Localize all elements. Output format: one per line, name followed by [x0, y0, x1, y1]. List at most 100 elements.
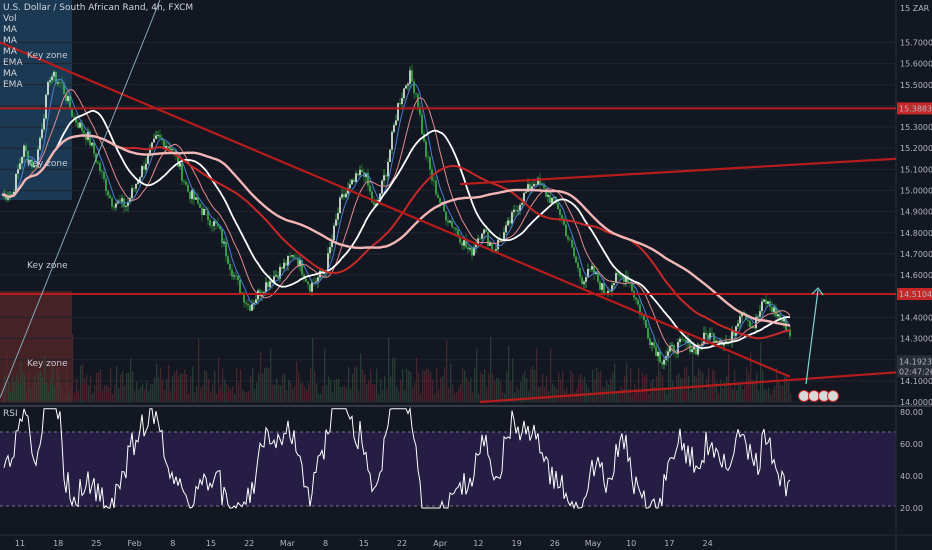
- volume-bar: [490, 336, 492, 402]
- candle-body: [639, 304, 641, 315]
- candle-body: [747, 319, 749, 321]
- candle-body: [545, 188, 547, 197]
- candle-body: [237, 275, 239, 280]
- candle-body: [499, 239, 501, 241]
- candle-body: [191, 190, 193, 199]
- candle-body: [229, 264, 231, 270]
- volume-bar: [100, 368, 102, 402]
- volume-bar: [70, 388, 72, 402]
- candle-body: [357, 173, 359, 176]
- candle-body: [213, 221, 215, 227]
- key-zone-label: Key zone: [27, 261, 68, 271]
- time-tick: 24: [703, 539, 713, 548]
- candle-body: [341, 194, 343, 198]
- volume-bar: [720, 379, 722, 402]
- candle-body: [265, 282, 267, 293]
- candle-body: [291, 255, 293, 257]
- indicator-ema-1[interactable]: EMA: [3, 58, 23, 68]
- candle-body: [223, 241, 225, 244]
- volume-bar: [522, 374, 524, 402]
- candle-body: [391, 131, 393, 150]
- indicator-ma-3[interactable]: MA: [3, 47, 17, 57]
- time-tick: 22: [244, 539, 254, 548]
- volume-bar: [94, 384, 96, 402]
- candle-body: [471, 248, 473, 256]
- candle-body: [133, 188, 135, 190]
- volume-bar: [294, 385, 296, 402]
- price-tick: 14.10000: [900, 377, 932, 386]
- volume-bar: [552, 383, 554, 402]
- candle-body: [169, 146, 171, 151]
- volume-bar: [128, 373, 130, 402]
- indicator-ma-1[interactable]: MA: [3, 25, 17, 35]
- candle-body: [69, 96, 71, 109]
- volume-bar: [328, 376, 330, 402]
- volume-bar: [172, 375, 174, 402]
- volume-bar: [508, 345, 510, 402]
- candle-body: [609, 290, 611, 292]
- price-tag-label: 14.51044: [899, 290, 932, 299]
- indicator-ma-4[interactable]: MA: [3, 69, 17, 79]
- candle-body: [29, 160, 31, 162]
- volume-bar: [628, 388, 630, 402]
- candle-body: [507, 220, 509, 226]
- candle-body: [465, 240, 467, 248]
- candle-body: [249, 305, 251, 311]
- volume-bar: [710, 386, 712, 402]
- candle-body: [531, 186, 533, 191]
- candle-body: [459, 235, 461, 243]
- volume-bar: [722, 388, 724, 402]
- volume-bar: [142, 384, 144, 402]
- candle-body: [359, 169, 361, 176]
- candle-body: [215, 221, 217, 224]
- candle-body: [533, 184, 535, 187]
- volume-bar: [438, 389, 440, 402]
- candle-body: [401, 98, 403, 105]
- candle-body: [279, 266, 281, 279]
- candle-body: [505, 225, 507, 233]
- event-markers[interactable]: [798, 390, 839, 402]
- volume-bar: [248, 390, 250, 402]
- candle-body: [329, 247, 331, 254]
- volume-bar: [408, 370, 410, 402]
- candle-body: [593, 265, 595, 275]
- symbol-title[interactable]: U.S. Dollar / South African Rand, 4h, FX…: [3, 3, 194, 13]
- volume-bar: [50, 379, 52, 402]
- volume-bar: [704, 390, 706, 402]
- volume-bar: [360, 353, 362, 402]
- indicator-vol[interactable]: Vol: [3, 14, 17, 24]
- volume-bar: [476, 348, 478, 402]
- candle-body: [663, 359, 665, 365]
- zone-labels: Key zone Key zone Key zone Key zone: [27, 51, 68, 369]
- indicator-ema-2[interactable]: EMA: [3, 80, 23, 90]
- volume-bar: [746, 367, 748, 402]
- volume-bar: [184, 369, 186, 402]
- candle-body: [515, 209, 517, 211]
- volume-bar: [174, 371, 176, 402]
- candle-body: [201, 207, 203, 216]
- candle-body: [675, 352, 677, 354]
- candle-body: [317, 277, 319, 282]
- volume-bar: [614, 363, 616, 402]
- candle-body: [573, 247, 575, 257]
- time-tick: 11: [15, 539, 25, 548]
- candle-body: [761, 301, 763, 312]
- volume-bar: [6, 350, 8, 402]
- volume-bar: [52, 366, 54, 402]
- candle-body: [7, 197, 9, 200]
- volume-bar: [698, 368, 700, 402]
- candle-body: [453, 227, 455, 229]
- candle-body: [779, 314, 781, 320]
- candle-body: [247, 303, 249, 306]
- indicator-ma-2[interactable]: MA: [3, 36, 17, 46]
- price-unit-label: 15 ZAR 30: [900, 4, 932, 13]
- candle-body: [49, 80, 51, 82]
- candle-body: [415, 93, 417, 95]
- volume-bar: [340, 387, 342, 402]
- volume-bar: [776, 367, 778, 402]
- volume-bar: [194, 392, 196, 402]
- candle-body: [13, 191, 15, 195]
- candle-body: [157, 135, 159, 136]
- ma-fast: [1, 78, 791, 359]
